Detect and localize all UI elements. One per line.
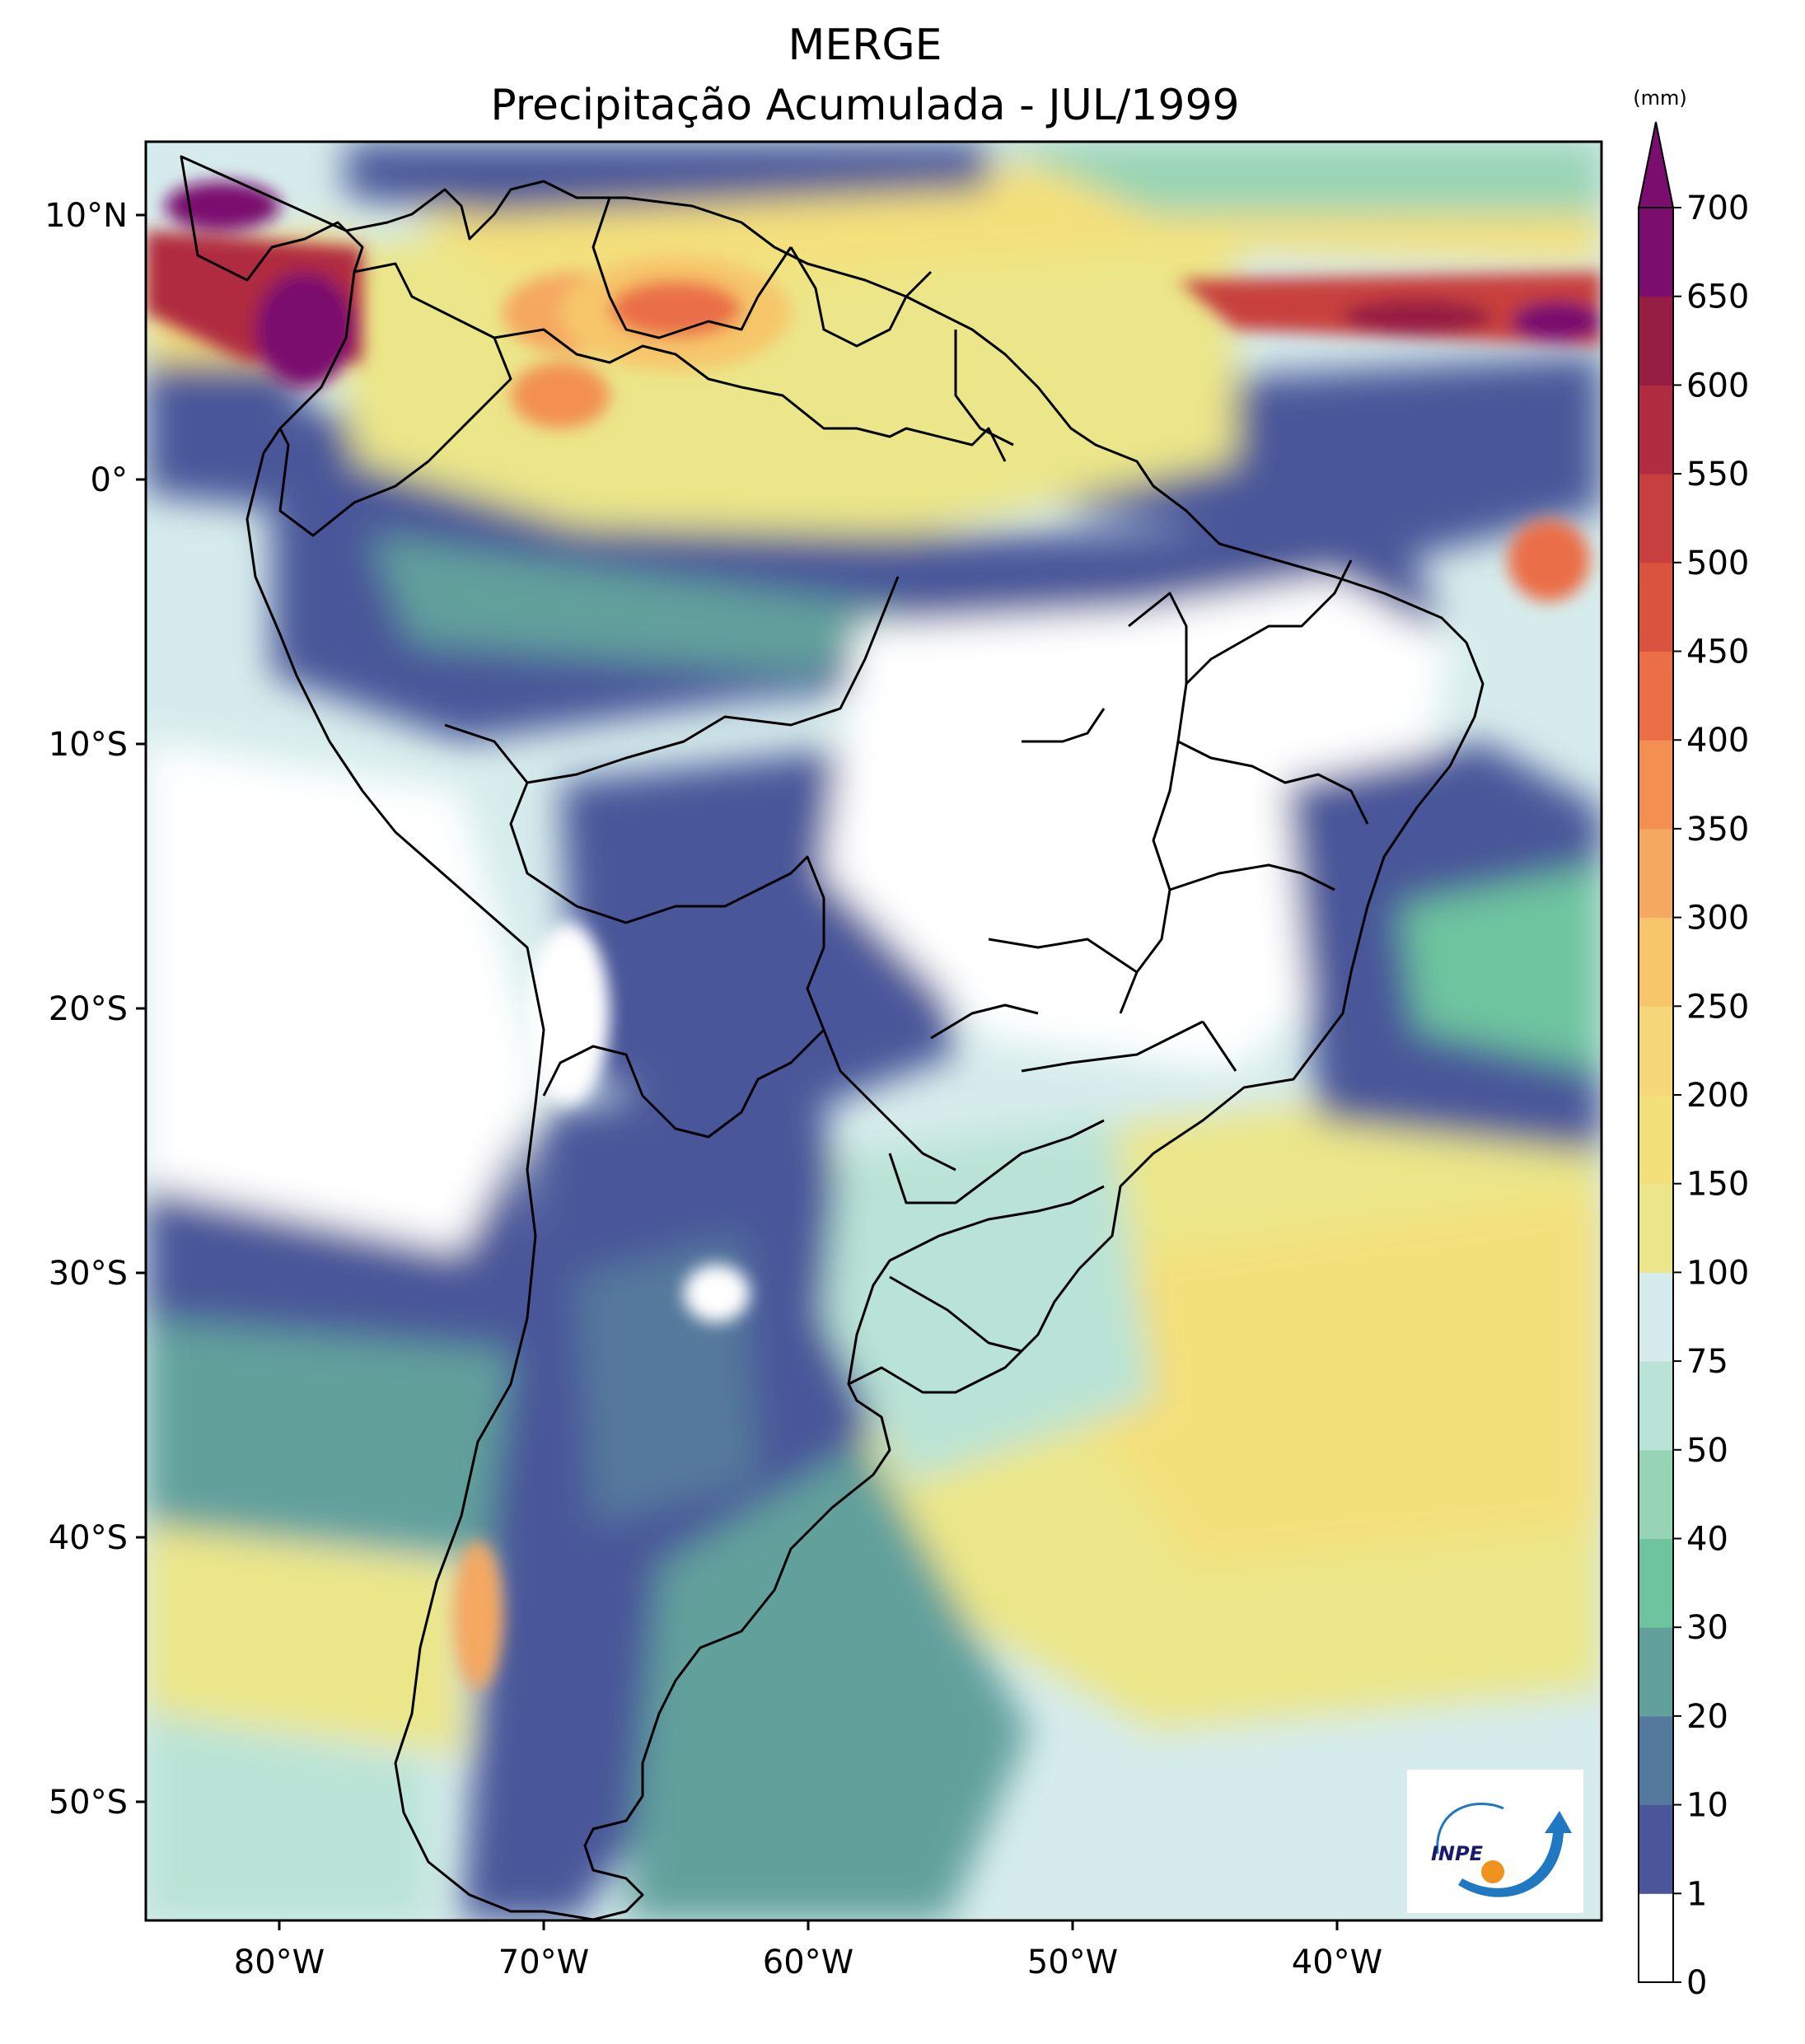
colorbar-tick-label: 450 bbox=[1686, 634, 1749, 671]
colorbar-ticks: 0 1 10 20 30 40 50 75 100 150 200 250 300 350 400 450 50… bbox=[1673, 189, 1749, 2002]
colorbar-tick-label: 10 bbox=[1686, 1787, 1728, 1825]
tick-marks bbox=[136, 213, 1339, 1930]
colorbar: (mm) 0 1 10 20 30 40 50 75 100 150 200 250 300 350 400… bbox=[1633, 87, 1749, 2002]
title-line-2: Precipitação Acumulada - JUL/1999 bbox=[490, 81, 1239, 130]
colorbar-tick-label: 20 bbox=[1686, 1698, 1728, 1736]
colorbar-band bbox=[1639, 562, 1673, 652]
colorbar-band bbox=[1639, 1183, 1673, 1273]
logo-orbit-icon bbox=[1436, 1803, 1504, 1855]
colorbar-bands bbox=[1639, 208, 1673, 1983]
y-axis-labels: 10°N 0° 10°S 20°S 30°S 40°S 50°S bbox=[44, 197, 128, 1822]
colorbar-band bbox=[1639, 1095, 1673, 1185]
colorbar-tick-label: 30 bbox=[1686, 1609, 1728, 1647]
colorbar-tick-label: 700 bbox=[1686, 189, 1749, 227]
colorbar-band bbox=[1639, 1449, 1673, 1539]
colorbar-band bbox=[1639, 828, 1673, 919]
colorbar-band bbox=[1639, 385, 1673, 475]
colorbar-tick-label: 0 bbox=[1686, 1964, 1707, 2002]
colorbar-tick-label: 500 bbox=[1686, 545, 1749, 582]
colorbar-band bbox=[1639, 1715, 1673, 1806]
colorbar-tick-label: 75 bbox=[1686, 1343, 1728, 1381]
inpe-logo: INPE bbox=[1407, 1770, 1583, 1913]
colorbar-tick-label: 250 bbox=[1686, 988, 1749, 1026]
colorbar-band bbox=[1639, 917, 1673, 1007]
colorbar-band bbox=[1639, 740, 1673, 830]
y-tick-label: 10°N bbox=[44, 197, 128, 235]
colorbar-extend-arrow bbox=[1637, 121, 1675, 208]
colorbar-tick-label: 100 bbox=[1686, 1254, 1749, 1292]
coastlines-and-borders bbox=[180, 155, 1485, 1920]
colorbar-band bbox=[1639, 1893, 1673, 1983]
title-line-1: MERGE bbox=[788, 21, 942, 70]
colorbar-band bbox=[1639, 651, 1673, 741]
colorbar-band bbox=[1639, 474, 1673, 564]
x-tick-label: 80°W bbox=[234, 1943, 325, 1981]
y-tick-label: 10°S bbox=[49, 726, 128, 764]
y-tick-label: 0° bbox=[91, 461, 128, 499]
colorbar-tick-label: 300 bbox=[1686, 900, 1749, 938]
colorbar-band bbox=[1639, 1006, 1673, 1096]
colorbar-band bbox=[1639, 1804, 1673, 1894]
x-tick-label: 50°W bbox=[1027, 1943, 1118, 1981]
colorbar-unit: (mm) bbox=[1633, 87, 1686, 110]
colorbar-tick-label: 1 bbox=[1686, 1875, 1707, 1913]
precipitation-field bbox=[146, 142, 1602, 1920]
logo-text: INPE bbox=[1431, 1842, 1484, 1865]
colorbar-tick-label: 550 bbox=[1686, 456, 1749, 493]
logo-arrow-icon bbox=[1458, 1811, 1572, 1897]
colorbar-tick-label: 50 bbox=[1686, 1432, 1728, 1470]
map-frame bbox=[144, 140, 1603, 1922]
colorbar-band bbox=[1639, 1272, 1673, 1362]
colorbar-band bbox=[1639, 296, 1673, 386]
colorbar-tick-label: 200 bbox=[1686, 1077, 1749, 1115]
colorbar-band bbox=[1639, 1627, 1673, 1717]
x-axis-labels: 80°W 70°W 60°W 50°W 40°W bbox=[234, 1943, 1382, 1981]
colorbar-band bbox=[1639, 1538, 1673, 1628]
x-tick-label: 40°W bbox=[1292, 1943, 1382, 1981]
y-tick-label: 30°S bbox=[49, 1255, 128, 1293]
colorbar-band bbox=[1639, 1361, 1673, 1451]
colorbar-band bbox=[1639, 208, 1673, 297]
y-tick-label: 20°S bbox=[49, 990, 128, 1028]
y-tick-label: 50°S bbox=[49, 1784, 128, 1822]
colorbar-tick-label: 150 bbox=[1686, 1166, 1749, 1204]
logo-sun-icon bbox=[1481, 1860, 1504, 1883]
colorbar-tick-label: 400 bbox=[1686, 722, 1749, 760]
x-tick-label: 60°W bbox=[763, 1943, 853, 1981]
y-tick-label: 40°S bbox=[49, 1519, 128, 1557]
colorbar-tick-label: 350 bbox=[1686, 811, 1749, 849]
colorbar-tick-label: 650 bbox=[1686, 278, 1749, 316]
colorbar-tick-label: 40 bbox=[1686, 1521, 1728, 1559]
colorbar-tick-label: 600 bbox=[1686, 367, 1749, 405]
x-tick-label: 70°W bbox=[498, 1943, 589, 1981]
